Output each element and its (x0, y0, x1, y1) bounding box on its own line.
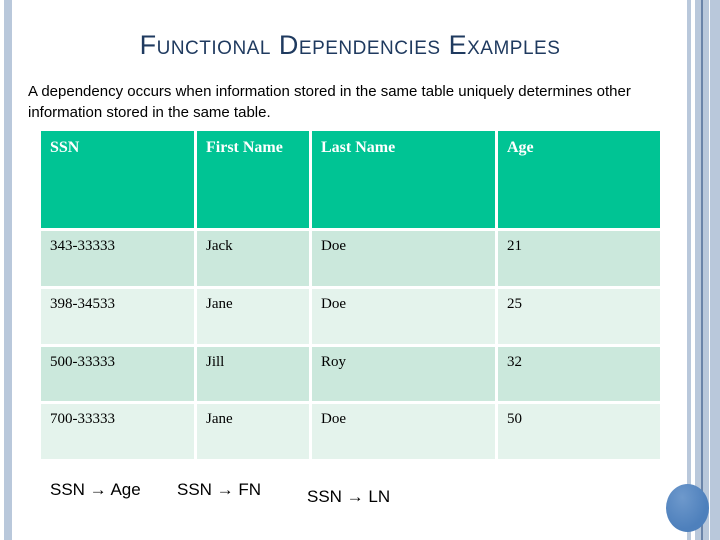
right-accent-stripe-2 (695, 0, 701, 540)
table-cell: 398-34533 (41, 289, 194, 344)
column-header-last-name: Last Name (312, 131, 495, 228)
right-accent-stripe-3 (703, 0, 709, 540)
table-cell: 32 (498, 347, 660, 401)
table-cell: 50 (498, 404, 660, 459)
column-header-ssn: SSN (41, 131, 194, 228)
table-cell: Jane (197, 289, 309, 344)
column-header-first-name: First Name (197, 131, 309, 228)
slide-title: Functional Dependencies Examples (139, 30, 561, 60)
slide-body-text: A dependency occurs when information sto… (28, 83, 631, 121)
right-accent-stripe-1 (687, 0, 691, 540)
fd-table: SSN First Name Last Name Age 343-33333 J… (41, 131, 660, 459)
table-cell: Roy (312, 347, 495, 401)
table-cell: 343-33333 (41, 231, 194, 286)
table-cell: Doe (312, 404, 495, 459)
dependency-label-ssn-ln: SSN → LN (307, 487, 391, 506)
table-cell: Doe (312, 231, 495, 286)
table-cell: 500-33333 (41, 347, 194, 401)
right-accent-stripe-dark (701, 0, 703, 540)
decorative-circle (666, 484, 709, 532)
table-cell: Doe (312, 289, 495, 344)
table-cell: 21 (498, 231, 660, 286)
left-accent-stripe (4, 0, 12, 540)
dependency-label-ssn-age: SSN → Age (50, 480, 141, 499)
right-accent-stripe-4 (710, 0, 720, 540)
column-header-age: Age (498, 131, 660, 228)
table-cell: Jill (197, 347, 309, 401)
table-cell: Jane (197, 404, 309, 459)
dependency-label-ssn-fn: SSN → FN (177, 480, 262, 499)
table-cell: Jack (197, 231, 309, 286)
table-cell: 700-33333 (41, 404, 194, 459)
table-cell: 25 (498, 289, 660, 344)
